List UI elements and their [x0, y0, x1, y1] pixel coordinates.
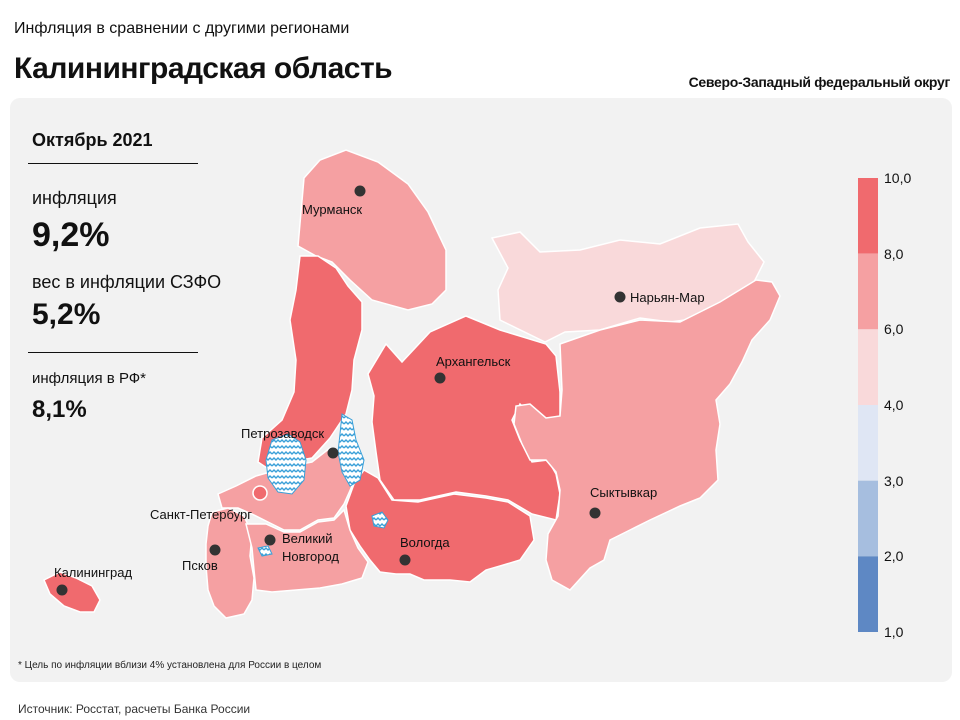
district-label: Северо-Западный федеральный округ [688, 74, 951, 90]
region-murmansk [297, 149, 447, 311]
city-marker-kaliningrad [56, 584, 68, 596]
lake-ladoga [265, 433, 307, 495]
legend-segment [858, 178, 878, 254]
region-karelia [257, 255, 363, 471]
city-marker-naryan-mar [614, 291, 626, 303]
divider [28, 352, 198, 353]
lake-ilmen [257, 545, 273, 557]
footnote: * Цель по инфляции вблизи 4% установлена… [18, 660, 322, 671]
legend-segment [858, 329, 878, 405]
weight-value: 5,2% [32, 298, 101, 331]
region-kaliningrad [43, 571, 101, 613]
city-label-vologda: Вологда [400, 535, 450, 550]
city-label-syktyvkar: Сыктывкар [590, 485, 657, 500]
rf-inflation-value: 8,1% [32, 396, 87, 423]
city-label-novgorod-1: Великий [282, 531, 333, 546]
city-label-pskov: Псков [182, 558, 218, 573]
legend-segment [858, 480, 878, 557]
city-label-naryan-mar: Нарьян-Мар [630, 290, 705, 305]
legend-tick-label: 4,0 [884, 397, 904, 413]
lake-onega [337, 413, 365, 487]
legend-segment [858, 556, 878, 632]
city-label-petrozavodsk: Петрозаводск [241, 426, 324, 441]
city-label-kaliningrad: Калининград [54, 565, 132, 580]
legend-tick-label: 8,0 [884, 245, 904, 262]
city-label-arkhangelsk: Архангельск [436, 354, 511, 369]
legend-segment [858, 253, 878, 330]
page-title: Калининградская область [14, 52, 393, 85]
region-komi [513, 279, 781, 591]
inflation-value: 9,2% [32, 216, 110, 254]
city-marker-murmansk [354, 185, 366, 197]
region-pskov [205, 507, 255, 619]
city-label-spb: Санкт-Петербург [150, 507, 252, 522]
city-marker-syktyvkar [589, 507, 601, 519]
period-label: Октябрь 2021 [32, 130, 153, 150]
city-marker-vologda [399, 554, 411, 566]
city-marker-arkhangelsk [434, 372, 446, 384]
legend-tick-label: 2,0 [884, 548, 904, 565]
region-novgorod [245, 508, 369, 593]
city-label-novgorod-2: Новгород [282, 549, 339, 564]
weight-label: вес в инфляции СЗФО [32, 272, 222, 292]
divider [28, 163, 198, 164]
legend-tick-label: 6,0 [884, 321, 904, 338]
legend-segment [858, 405, 878, 481]
rf-inflation-label: инфляция в РФ* [32, 370, 147, 387]
lake-beloye [371, 511, 389, 529]
inflation-label: инфляция [32, 188, 117, 208]
city-marker-petrozavodsk [327, 447, 339, 459]
source-note: Источник: Росстат, расчеты Банка России [18, 702, 251, 716]
legend-tick-label: 10,0 [884, 170, 912, 186]
legend-tick-label: 3,0 [884, 472, 904, 489]
city-label-murmansk: Мурманск [302, 202, 362, 217]
city-marker-spb [252, 485, 268, 501]
legend-bar [858, 178, 878, 632]
legend-tick-label: 1,0 [884, 624, 904, 640]
page-subtitle: Инфляция в сравнении с другими регионами [14, 20, 350, 37]
city-marker-pskov [209, 544, 221, 556]
region-vologda [345, 469, 535, 583]
city-marker-novgorod [264, 534, 276, 546]
